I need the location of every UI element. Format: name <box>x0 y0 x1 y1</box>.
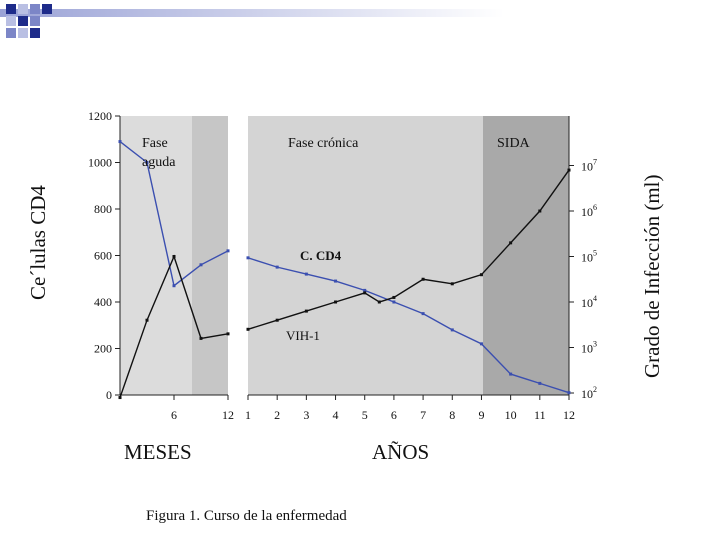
data-point-cd4 <box>538 381 542 385</box>
data-point-vih1 <box>172 255 176 258</box>
data-point-cd4 <box>421 312 425 316</box>
year-tick-label: 6 <box>391 408 397 422</box>
left-tick-label: 800 <box>94 202 112 216</box>
data-point-cd4 <box>275 265 279 269</box>
data-point-vih1 <box>377 300 381 304</box>
data-point-vih1 <box>538 209 542 213</box>
phase-band-0 <box>120 116 192 395</box>
series-label-cd4: C. CD4 <box>300 248 342 263</box>
phase-band-2 <box>248 116 483 395</box>
data-point-cd4 <box>479 342 483 346</box>
figure-caption: Figura 1. Curso de la enfermedad <box>146 508 347 524</box>
left-tick-label: 0 <box>106 388 112 402</box>
data-point-vih1 <box>479 273 483 277</box>
year-tick-label: 11 <box>534 408 546 422</box>
right-tick-exponent: 3 <box>593 340 597 349</box>
data-point-vih1 <box>199 336 203 340</box>
left-tick-label: 600 <box>94 249 112 263</box>
data-point-vih1 <box>509 241 513 245</box>
year-tick-label: 10 <box>505 408 517 422</box>
ylabel-right: Grado de Infección (ml) <box>640 174 664 379</box>
right-tick-label: 104 <box>581 294 597 310</box>
month-tick-label: 6 <box>171 408 177 422</box>
phase-label-chronic: Fase crónica <box>288 136 359 151</box>
right-tick-label: 106 <box>581 203 597 219</box>
year-tick-label: 7 <box>420 408 426 422</box>
data-point-vih1 <box>421 277 425 281</box>
year-tick-label: 4 <box>333 408 339 422</box>
phase-label-aids: SIDA <box>497 136 531 151</box>
right-tick-exponent: 6 <box>593 203 597 212</box>
series-label-vih1: VIH-1 <box>286 328 320 343</box>
right-tick-exponent: 7 <box>593 158 597 167</box>
left-tick-label: 200 <box>94 342 112 356</box>
data-point-cd4 <box>392 300 396 304</box>
ylabel-left: Ce´lulas CD4 <box>26 185 50 300</box>
data-point-cd4 <box>509 372 513 376</box>
data-point-cd4 <box>118 140 122 144</box>
data-point-vih1 <box>118 396 122 400</box>
right-tick-label: 103 <box>581 340 597 356</box>
xlabel-years: AÑOS <box>372 440 430 464</box>
data-point-cd4 <box>145 161 149 164</box>
year-tick-label: 8 <box>449 408 455 422</box>
year-tick-label: 3 <box>303 408 309 422</box>
data-point-vih1 <box>145 318 149 322</box>
right-tick-exponent: 4 <box>593 294 597 303</box>
left-tick-label: 1000 <box>88 156 112 170</box>
data-point-vih1 <box>450 282 454 286</box>
data-point-cd4 <box>567 391 571 395</box>
phase-band-3 <box>483 116 569 395</box>
data-point-cd4 <box>199 263 203 267</box>
data-point-vih1 <box>226 332 230 336</box>
year-tick-label: 2 <box>274 408 280 422</box>
data-point-cd4 <box>363 288 367 292</box>
phase-band-1 <box>192 116 228 395</box>
data-point-cd4 <box>172 284 176 288</box>
right-tick-exponent: 5 <box>593 249 597 258</box>
data-point-cd4 <box>450 328 454 332</box>
year-tick-label: 12 <box>563 408 575 422</box>
data-point-vih1 <box>304 309 308 313</box>
phase-label-acute-line1: Fase <box>142 136 168 151</box>
data-point-vih1 <box>246 327 250 331</box>
right-tick-label: 102 <box>581 385 597 401</box>
data-point-cd4 <box>304 272 308 276</box>
right-tick-exponent: 2 <box>593 385 597 394</box>
corner-decoration <box>0 0 720 50</box>
right-tick-label: 107 <box>581 158 597 174</box>
data-point-vih1 <box>334 300 338 304</box>
phase-label-acute-line2: aguda <box>142 155 176 170</box>
data-point-vih1 <box>567 168 571 172</box>
year-tick-label: 9 <box>478 408 484 422</box>
month-tick-label: 12 <box>222 408 234 422</box>
year-tick-label: 1 <box>245 408 251 422</box>
left-tick-label: 400 <box>94 295 112 309</box>
data-point-cd4 <box>226 249 230 253</box>
data-point-vih1 <box>392 295 396 299</box>
year-tick-label: 5 <box>362 408 368 422</box>
data-point-cd4 <box>246 256 250 260</box>
data-point-vih1 <box>363 291 367 295</box>
data-point-vih1 <box>275 318 279 322</box>
left-tick-label: 1200 <box>88 109 112 123</box>
series-line-cd4 <box>247 257 570 394</box>
data-point-cd4 <box>334 279 338 283</box>
xlabel-months: MESES <box>124 440 192 464</box>
right-tick-label: 105 <box>581 249 597 265</box>
